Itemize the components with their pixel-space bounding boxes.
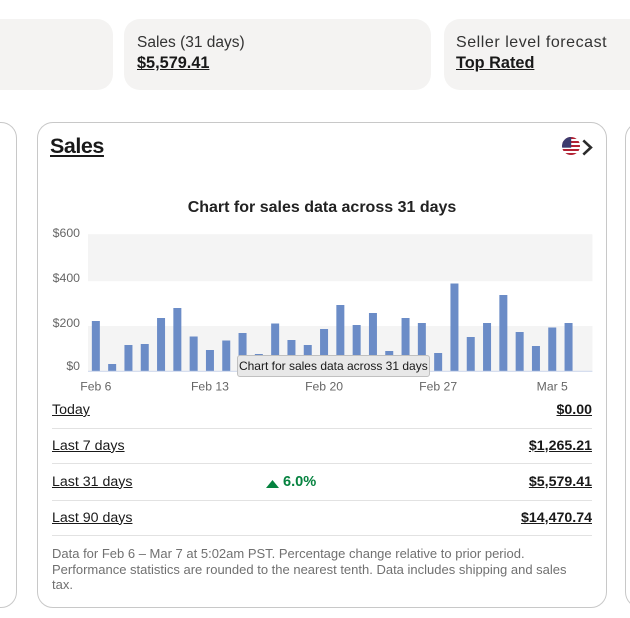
svg-text:$0: $0: [66, 359, 80, 373]
svg-text:Feb 20: Feb 20: [305, 379, 343, 393]
svg-text:$600: $600: [53, 226, 81, 240]
svg-text:Feb 27: Feb 27: [419, 379, 457, 393]
svg-text:Feb 6: Feb 6: [80, 379, 111, 393]
svg-text:Mar 5: Mar 5: [537, 379, 568, 393]
svg-text:Feb 13: Feb 13: [191, 379, 229, 393]
svg-text:$200: $200: [53, 316, 81, 330]
svg-text:$400: $400: [53, 271, 81, 285]
